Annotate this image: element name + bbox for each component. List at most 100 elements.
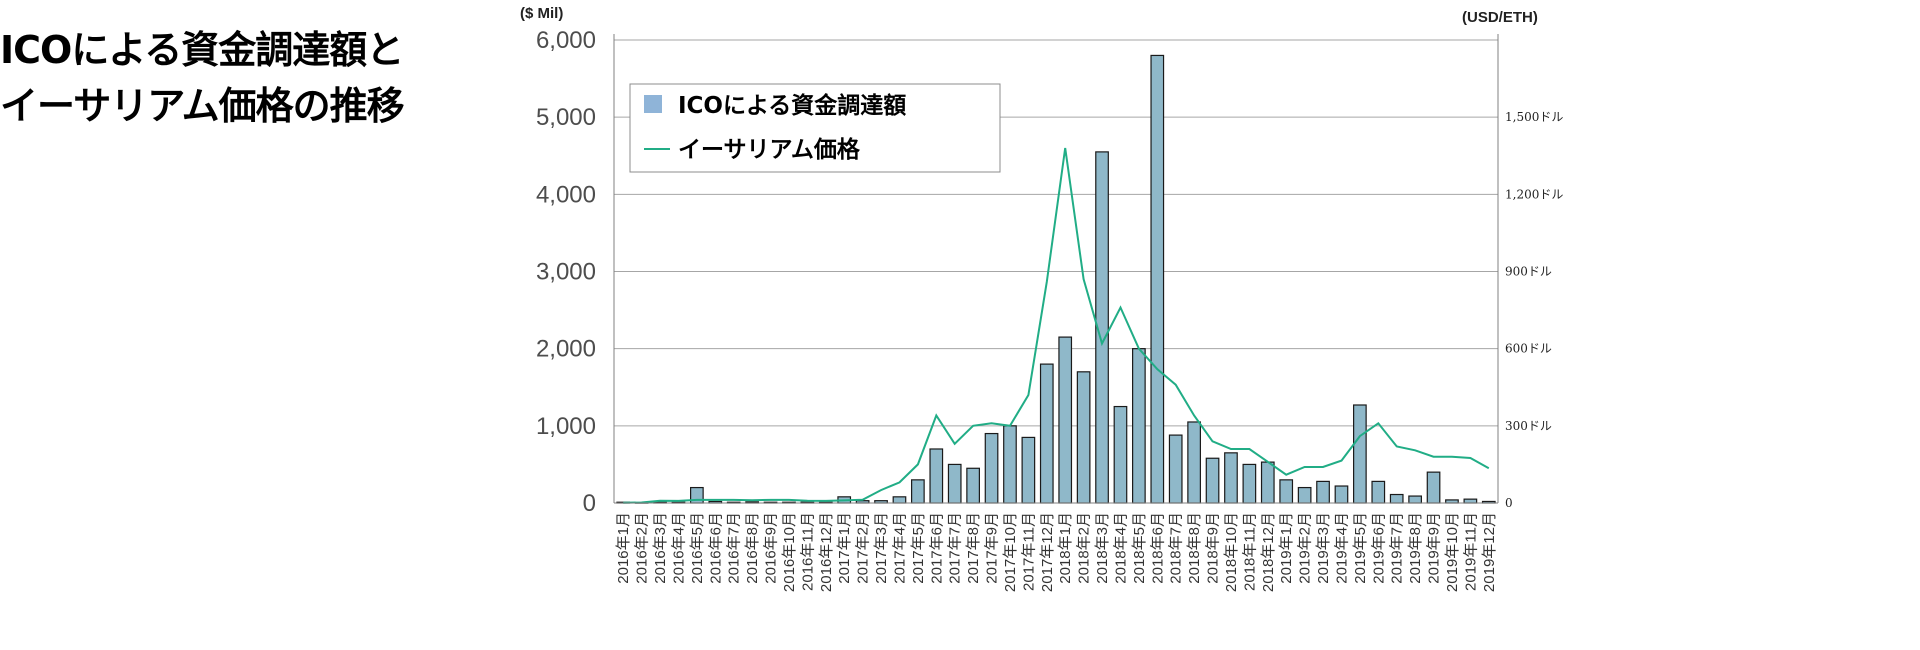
x-tick-label: 2016年9月 (763, 512, 780, 584)
bar (1224, 452, 1238, 504)
bar (1242, 463, 1257, 504)
x-tick-label: 2016年7月 (726, 512, 743, 584)
bar (1279, 479, 1294, 504)
x-tick-label: 2017年4月 (892, 512, 909, 584)
x-tick-label: 2017年2月 (855, 512, 872, 584)
bar (1260, 461, 1275, 504)
bar (1187, 421, 1201, 504)
x-tick-label: 2018年11月 (1241, 512, 1258, 591)
x-tick-label: 2019年3月 (1315, 512, 1332, 584)
bar (1058, 336, 1073, 504)
bar-series (616, 54, 1496, 504)
bar (1205, 457, 1220, 504)
bar (1297, 486, 1312, 504)
legend: ICOによる資金調達額 イーサリアム価格 (629, 83, 1001, 173)
bar (1003, 425, 1017, 504)
y-left-tick-label: 1,000 (536, 413, 596, 440)
bar (1316, 480, 1330, 504)
x-tick-label: 2017年11月 (1020, 512, 1037, 591)
bar (947, 463, 962, 504)
legend-label-eth: イーサリアム価格 (678, 136, 861, 163)
bar (1168, 434, 1183, 504)
bar (1371, 480, 1386, 504)
x-tick-label: 2016年6月 (707, 512, 724, 584)
x-tick-label: 2016年8月 (744, 512, 761, 584)
x-tick-label: 2018年10月 (1223, 512, 1240, 592)
x-tick-label: 2019年8月 (1407, 512, 1424, 584)
y-right-tick-label: 900ドル (1505, 265, 1552, 279)
page-title-line-2: イーサリアム価格の推移 (0, 84, 405, 128)
bar (929, 448, 944, 504)
x-tick-label: 2019年2月 (1297, 512, 1314, 584)
bar (1113, 405, 1128, 504)
bar (1021, 436, 1036, 504)
x-tick-label: 2019年4月 (1334, 512, 1351, 584)
bar (1132, 348, 1146, 504)
left-axis-unit: ($ Mil) (520, 5, 563, 22)
y-left-tick-label: 6,000 (536, 27, 596, 54)
bar (1426, 471, 1441, 504)
x-tick-label: 2018年8月 (1186, 512, 1203, 584)
x-tick-label: 2017年5月 (910, 512, 927, 584)
y-left-tick-label: 5,000 (536, 104, 596, 131)
y-right-tick-label: 1,200ドル (1505, 187, 1563, 201)
x-tick-label: 2019年1月 (1278, 512, 1295, 584)
y-right-tick-label: 300ドル (1505, 419, 1552, 433)
right-axis-unit: (USD/ETH) (1462, 9, 1538, 26)
bar (1150, 54, 1165, 504)
x-tick-label: 2019年5月 (1352, 512, 1369, 584)
bar (966, 467, 980, 504)
legend-box (629, 83, 1001, 173)
legend-swatch-bar (644, 95, 662, 113)
x-tick-label: 2016年5月 (689, 512, 706, 584)
page-title-line-1: ICOによる資金調達額と (0, 28, 404, 72)
x-tick-label: 2019年12月 (1481, 512, 1498, 592)
x-tick-label: 2019年6月 (1370, 512, 1387, 584)
x-tick-label: 2017年12月 (1039, 512, 1056, 592)
gridlines (614, 39, 1498, 427)
left-axis-tick-labels: 6,000 5,000 4,000 3,000 2,000 1,000 0 (536, 27, 596, 517)
x-tick-label: 2019年11月 (1462, 512, 1479, 591)
bar (892, 496, 907, 504)
x-tick-label: 2018年6月 (1149, 512, 1166, 584)
bar (1389, 493, 1404, 504)
x-tick-label: 2016年11月 (799, 512, 816, 591)
x-tick-label: 2018年12月 (1260, 512, 1277, 592)
x-tick-label: 2018年2月 (1076, 512, 1093, 584)
x-tick-label: 2017年7月 (947, 512, 964, 584)
x-tick-label: 2016年3月 (652, 512, 669, 584)
x-tick-label: 2019年10月 (1444, 512, 1461, 592)
y-left-tick-label: 0 (583, 490, 596, 517)
bar (1353, 404, 1367, 504)
x-tick-label: 2018年3月 (1094, 512, 1111, 584)
y-right-tick-label: 0 (1505, 496, 1513, 510)
x-tick-label: 2017年8月 (965, 512, 982, 584)
x-tick-label: 2016年1月 (615, 512, 632, 584)
bar (1463, 498, 1478, 504)
x-tick-label: 2019年9月 (1426, 512, 1443, 584)
y-right-tick-label: 1,500ドル (1505, 110, 1563, 124)
bar (1408, 495, 1422, 504)
x-tick-label: 2018年1月 (1057, 512, 1074, 584)
y-left-tick-label: 4,000 (536, 181, 596, 208)
x-tick-label: 2017年1月 (836, 512, 853, 584)
legend-label-ico: ICOによる資金調達額 (678, 92, 906, 119)
x-tick-label: 2017年10月 (1002, 512, 1019, 592)
y-right-tick-label: 600ドル (1505, 342, 1552, 356)
x-tick-label: 2018年4月 (1113, 512, 1130, 584)
axes (613, 34, 1499, 504)
x-tick-label: 2018年9月 (1205, 512, 1222, 584)
x-tick-label: 2016年10月 (781, 512, 798, 592)
x-tick-label: 2018年7月 (1168, 512, 1185, 584)
series-line-eth-price (623, 147, 1490, 504)
y-left-tick-label: 3,000 (536, 259, 596, 286)
bar (1076, 371, 1091, 504)
x-tick-label: 2017年6月 (928, 512, 945, 584)
x-tick-label: 2019年7月 (1389, 512, 1406, 584)
bar (911, 479, 925, 504)
right-axis-tick-labels: 1,500ドル 1,200ドル 900ドル 600ドル 300ドル 0 (1505, 110, 1563, 510)
bar (984, 432, 999, 504)
bar (1334, 485, 1349, 504)
y-left-tick-label: 2,000 (536, 336, 596, 363)
